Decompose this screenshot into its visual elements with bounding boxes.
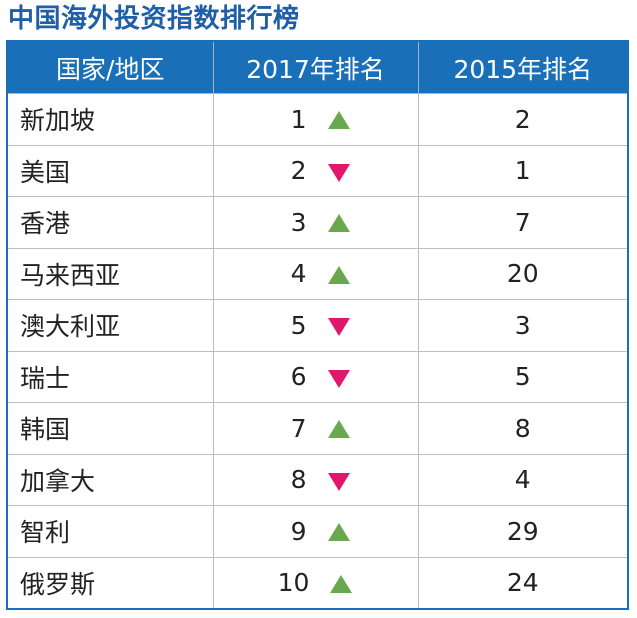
rank-2015-cell: 7 — [417, 196, 629, 249]
rank-2015-cell: 5 — [417, 350, 629, 403]
triangle-up-icon — [327, 213, 351, 234]
rank-2017-value: 6 — [290, 362, 307, 392]
rank-2015-cell: 1 — [417, 144, 629, 197]
rank-2017-value: 8 — [290, 465, 307, 495]
rank-2015-cell: 3 — [417, 299, 629, 352]
country-cell: 美国 — [6, 144, 214, 197]
table-row: 香港 3 7 — [6, 196, 629, 249]
rank-2017-cell: 9 — [212, 505, 419, 558]
rank-2017-cell: 7 — [212, 402, 419, 455]
table-row: 韩国 7 8 — [6, 402, 629, 455]
triangle-up-icon — [329, 574, 353, 595]
country-cell: 香港 — [6, 196, 214, 249]
triangle-up-icon — [327, 265, 351, 286]
rank-2015-cell: 24 — [417, 556, 629, 610]
rank-2017-cell: 6 — [212, 350, 419, 403]
table-row: 瑞士 6 5 — [6, 350, 629, 403]
rank-2017-cell: 3 — [212, 196, 419, 249]
triangle-down-icon — [327, 368, 351, 389]
rank-2017-cell: 8 — [212, 453, 419, 506]
triangle-up-icon — [327, 419, 351, 440]
rank-2017-cell: 2 — [212, 144, 419, 197]
rank-2017-value: 4 — [290, 259, 307, 289]
rank-2017-value: 10 — [277, 568, 310, 598]
table-header-row: 国家/地区 2017年排名 2015年排名 — [6, 40, 629, 94]
table-row: 加拿大 8 4 — [6, 453, 629, 506]
triangle-down-icon — [327, 316, 351, 337]
country-cell: 新加坡 — [6, 93, 214, 146]
rank-2017-value: 5 — [290, 310, 307, 340]
country-cell: 韩国 — [6, 402, 214, 455]
table-body: 新加坡 1 2 美国 2 1 香港 3 7 马来西亚 4 20 澳大利亚 5 3 瑞士 6 5 韩国 7 8 加拿大 8 4 智… — [6, 93, 629, 610]
rank-2015-cell: 8 — [417, 402, 629, 455]
rank-2017-value: 1 — [290, 104, 307, 134]
table-row: 智利 9 29 — [6, 505, 629, 558]
header-rank-2017: 2017年排名 — [212, 40, 419, 94]
rank-2015-cell: 4 — [417, 453, 629, 506]
country-cell: 马来西亚 — [6, 247, 214, 300]
rank-2015-cell: 2 — [417, 93, 629, 146]
rank-2017-value: 9 — [290, 516, 307, 546]
table-row: 新加坡 1 2 — [6, 93, 629, 146]
table-row: 澳大利亚 5 3 — [6, 299, 629, 352]
rank-2015-cell: 29 — [417, 505, 629, 558]
rank-2017-cell: 4 — [212, 247, 419, 300]
rank-2017-value: 7 — [290, 413, 307, 443]
country-cell: 俄罗斯 — [6, 556, 214, 610]
page-title: 中国海外投资指数排行榜 — [8, 4, 300, 34]
table-row: 俄罗斯 10 24 — [6, 556, 629, 610]
country-cell: 澳大利亚 — [6, 299, 214, 352]
rank-2015-cell: 20 — [417, 247, 629, 300]
triangle-down-icon — [327, 162, 351, 183]
ranking-table: 国家/地区 2017年排名 2015年排名 新加坡 1 2 美国 2 1 香港 3 7 马来西亚 4… — [6, 40, 629, 610]
country-cell: 瑞士 — [6, 350, 214, 403]
header-rank-2015: 2015年排名 — [417, 40, 629, 94]
triangle-up-icon — [327, 110, 351, 131]
country-cell: 加拿大 — [6, 453, 214, 506]
country-cell: 智利 — [6, 505, 214, 558]
rank-2017-value: 3 — [290, 207, 307, 237]
rank-2017-cell: 5 — [212, 299, 419, 352]
triangle-down-icon — [327, 471, 351, 492]
rank-2017-cell: 10 — [212, 556, 419, 610]
rank-2017-cell: 1 — [212, 93, 419, 146]
triangle-up-icon — [327, 522, 351, 543]
table-row: 美国 2 1 — [6, 144, 629, 197]
header-country: 国家/地区 — [6, 40, 214, 94]
table-row: 马来西亚 4 20 — [6, 247, 629, 300]
rank-2017-value: 2 — [290, 156, 307, 186]
